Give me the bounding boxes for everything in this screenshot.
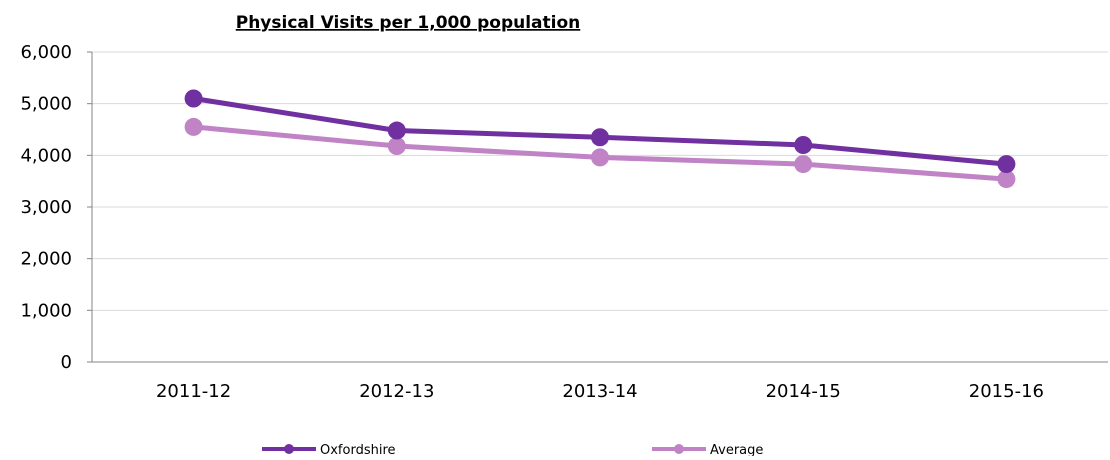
- x-tick-label: 2013-14: [562, 381, 637, 402]
- y-tick-label: 1,000: [20, 300, 72, 321]
- legend-label: Average: [710, 443, 763, 456]
- series-oxfordshire: [184, 89, 1016, 174]
- chart-title: Physical Visits per 1,000 population: [236, 13, 581, 33]
- data-point: [591, 148, 609, 167]
- legend-item-oxfordshire: Oxfordshire: [262, 443, 396, 458]
- x-tick-label: 2015-16: [969, 381, 1044, 402]
- x-tick-label: 2012-13: [359, 381, 434, 402]
- x-tick-label: 2011-12: [156, 381, 231, 402]
- data-point: [387, 137, 406, 156]
- data-point: [794, 155, 813, 174]
- gridlines: [92, 51, 1108, 311]
- series-lines: [184, 89, 1016, 189]
- legend-item-average: Average: [652, 443, 763, 458]
- data-point: [794, 136, 813, 154]
- data-point: [184, 89, 203, 108]
- data-point: [997, 155, 1016, 174]
- x-axis-tick-labels: 2011-12 2012-13 2013-14 2014-15 2015-16: [156, 381, 1044, 402]
- y-tick-label: 5,000: [20, 94, 72, 115]
- data-point: [184, 117, 203, 136]
- x-tick-label: 2014-15: [766, 381, 841, 402]
- data-point: [997, 170, 1016, 189]
- y-tick-label: 4,000: [20, 145, 72, 166]
- y-tick-label: 3,000: [20, 197, 72, 218]
- y-tick-label: 2,000: [20, 249, 72, 270]
- legend-label: Oxfordshire: [320, 443, 396, 456]
- data-point: [591, 128, 609, 147]
- legend-marker: [674, 444, 684, 454]
- data-point: [387, 121, 406, 140]
- y-tick-label: 0: [61, 352, 72, 373]
- axes: [87, 51, 1108, 363]
- y-axis-tick-labels: 0 1,000 2,000 3,000 4,000 5,000 6,000: [20, 42, 72, 373]
- y-tick-label: 6,000: [20, 42, 72, 63]
- legend-marker: [284, 444, 294, 454]
- legend: Oxfordshire Average: [262, 443, 763, 458]
- series-average: [184, 117, 1016, 189]
